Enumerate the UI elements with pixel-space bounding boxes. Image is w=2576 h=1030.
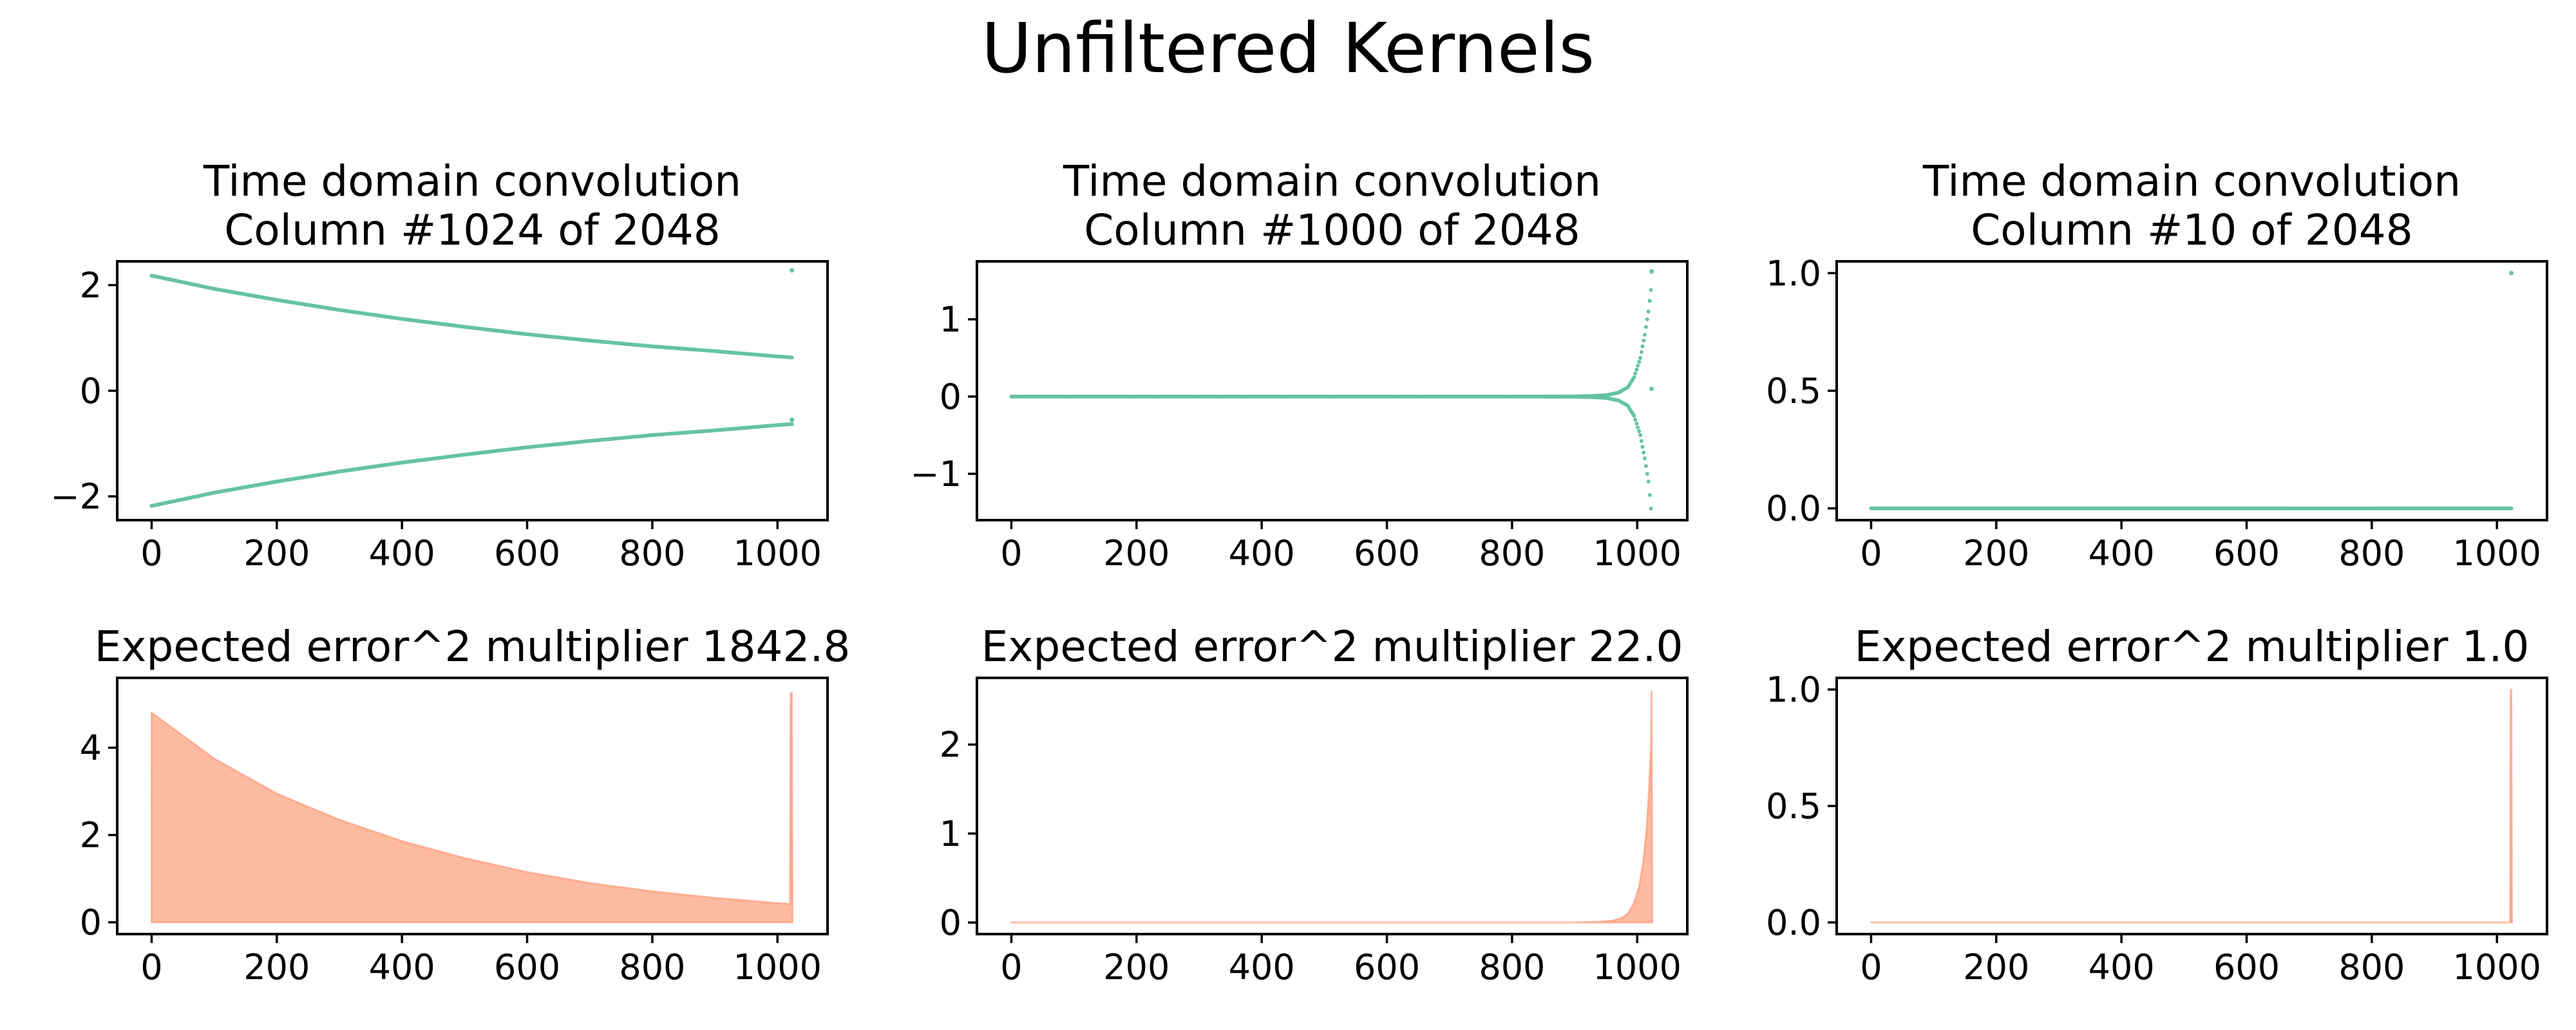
x-tick-label: 800 [2338, 533, 2405, 574]
area-fill [1870, 688, 2514, 924]
x-tick-label: 1000 [2453, 947, 2541, 988]
area-fill [150, 692, 794, 924]
y-tick-label: 1 [940, 814, 961, 854]
plot-area [1009, 269, 1654, 510]
x-tick-label: 1000 [2453, 533, 2541, 574]
x-tick-label: 1000 [734, 533, 822, 574]
scatter-series-1 [1009, 288, 1653, 398]
x-tick-label: 1000 [1593, 533, 1681, 574]
axes-frame [1835, 677, 2548, 935]
scatter-point [790, 268, 795, 273]
y-tick-label: 1.0 [1766, 253, 1821, 294]
x-tick-label: 400 [1229, 947, 1295, 988]
subplot-title-line: Expected error^2 multiplier 1.0 [1855, 622, 2530, 671]
subplot-6: Expected error^2 multiplier 1.0 0 200 400 60… [1766, 622, 2548, 988]
x-tick-label: 800 [2338, 947, 2405, 988]
scatter-series-1 [149, 274, 794, 360]
x-tick-label: 800 [1479, 947, 1545, 988]
x-tick-label: 600 [2213, 533, 2280, 574]
x-tick-label: 200 [1963, 947, 2029, 988]
subplot-title-line: Expected error^2 multiplier 22.0 [981, 622, 1683, 671]
x-tick-label: 0 [140, 947, 162, 988]
axes-frame [116, 260, 829, 521]
plot-area [149, 268, 795, 508]
x-tick-label: 0 [1000, 947, 1022, 988]
x-tick-label: 400 [2088, 533, 2155, 574]
subplot-title-line: Column #10 of 2048 [1971, 205, 2413, 255]
y-tick-label: 0.5 [1766, 786, 1821, 827]
y-tick-label: 0.5 [1766, 371, 1821, 411]
subplot-title-line: Expected error^2 multiplier 1842.8 [95, 622, 851, 671]
area-fill [1010, 690, 1654, 924]
subplot-5: Expected error^2 multiplier 22.0 0 200 400 6… [940, 622, 1689, 988]
plot-area [150, 692, 794, 924]
y-tick-label: 2 [80, 815, 102, 856]
figure-title: Unfiltered Kernels [981, 9, 1595, 89]
subplot-title-line: Time domain convolution [203, 156, 741, 206]
x-tick-label: 0 [1000, 533, 1022, 574]
x-tick-label: 600 [2213, 947, 2280, 988]
subplot-title-line: Time domain convolution [1063, 156, 1601, 206]
y-tick-label: 0 [940, 377, 961, 417]
y-tick-label: 0.0 [1766, 489, 1821, 529]
scatter-series-2 [149, 422, 794, 508]
subplot-4: Expected error^2 multiplier 1842.80 200 40… [80, 622, 851, 988]
x-tick-label: 200 [1963, 533, 2029, 574]
y-tick-label: −1 [910, 454, 961, 494]
plot-area [1010, 690, 1654, 924]
subplot-title-line: Time domain convolution [1922, 156, 2461, 206]
x-tick-label: 800 [1479, 533, 1545, 574]
y-tick-label: 1.0 [1766, 670, 1821, 710]
y-tick-label: 2 [80, 265, 102, 306]
x-tick-label: 0 [140, 533, 162, 574]
x-tick-label: 200 [1103, 947, 1170, 988]
subplot-title-line: Column #1024 of 2048 [224, 205, 721, 255]
x-tick-label: 400 [369, 947, 435, 988]
y-tick-label: −2 [50, 476, 102, 517]
x-tick-label: 600 [1354, 533, 1420, 574]
y-tick-label: 1 [940, 299, 961, 340]
x-tick-label: 800 [619, 533, 685, 574]
x-tick-label: 600 [1354, 947, 1420, 988]
scatter-point [790, 417, 795, 422]
x-tick-label: 600 [494, 533, 560, 574]
y-tick-label: 0.0 [1766, 903, 1821, 943]
y-tick-label: 0 [80, 903, 102, 943]
scatter-point [1649, 386, 1654, 391]
x-tick-label: 200 [243, 533, 310, 574]
x-tick-label: 1000 [1593, 947, 1681, 988]
y-tick-label: 0 [940, 903, 961, 943]
x-tick-label: 0 [1860, 533, 1882, 574]
x-tick-label: 1000 [734, 947, 822, 988]
y-tick-label: 4 [80, 727, 102, 768]
y-tick-label: 0 [80, 371, 102, 411]
x-tick-label: 400 [369, 533, 435, 574]
y-tick-label: 2 [940, 725, 961, 765]
x-tick-label: 200 [1103, 533, 1170, 574]
x-tick-label: 400 [2088, 947, 2155, 988]
axes-frame [116, 677, 829, 935]
axes-frame [1835, 260, 2548, 521]
plot-area [1870, 688, 2514, 924]
scatter-series-2 [1009, 395, 1653, 510]
plot-area [1869, 270, 2514, 510]
x-tick-label: 0 [1860, 947, 1882, 988]
x-tick-label: 400 [1229, 533, 1295, 574]
x-tick-label: 600 [494, 947, 560, 988]
subplot-title-line: Column #1000 of 2048 [1084, 205, 1580, 255]
x-tick-label: 800 [619, 947, 685, 988]
x-tick-label: 200 [243, 947, 310, 988]
axes-frame [976, 260, 1689, 521]
scatter-point [2509, 270, 2514, 276]
axes-frame [976, 677, 1689, 935]
scatter-point [1649, 269, 1654, 274]
